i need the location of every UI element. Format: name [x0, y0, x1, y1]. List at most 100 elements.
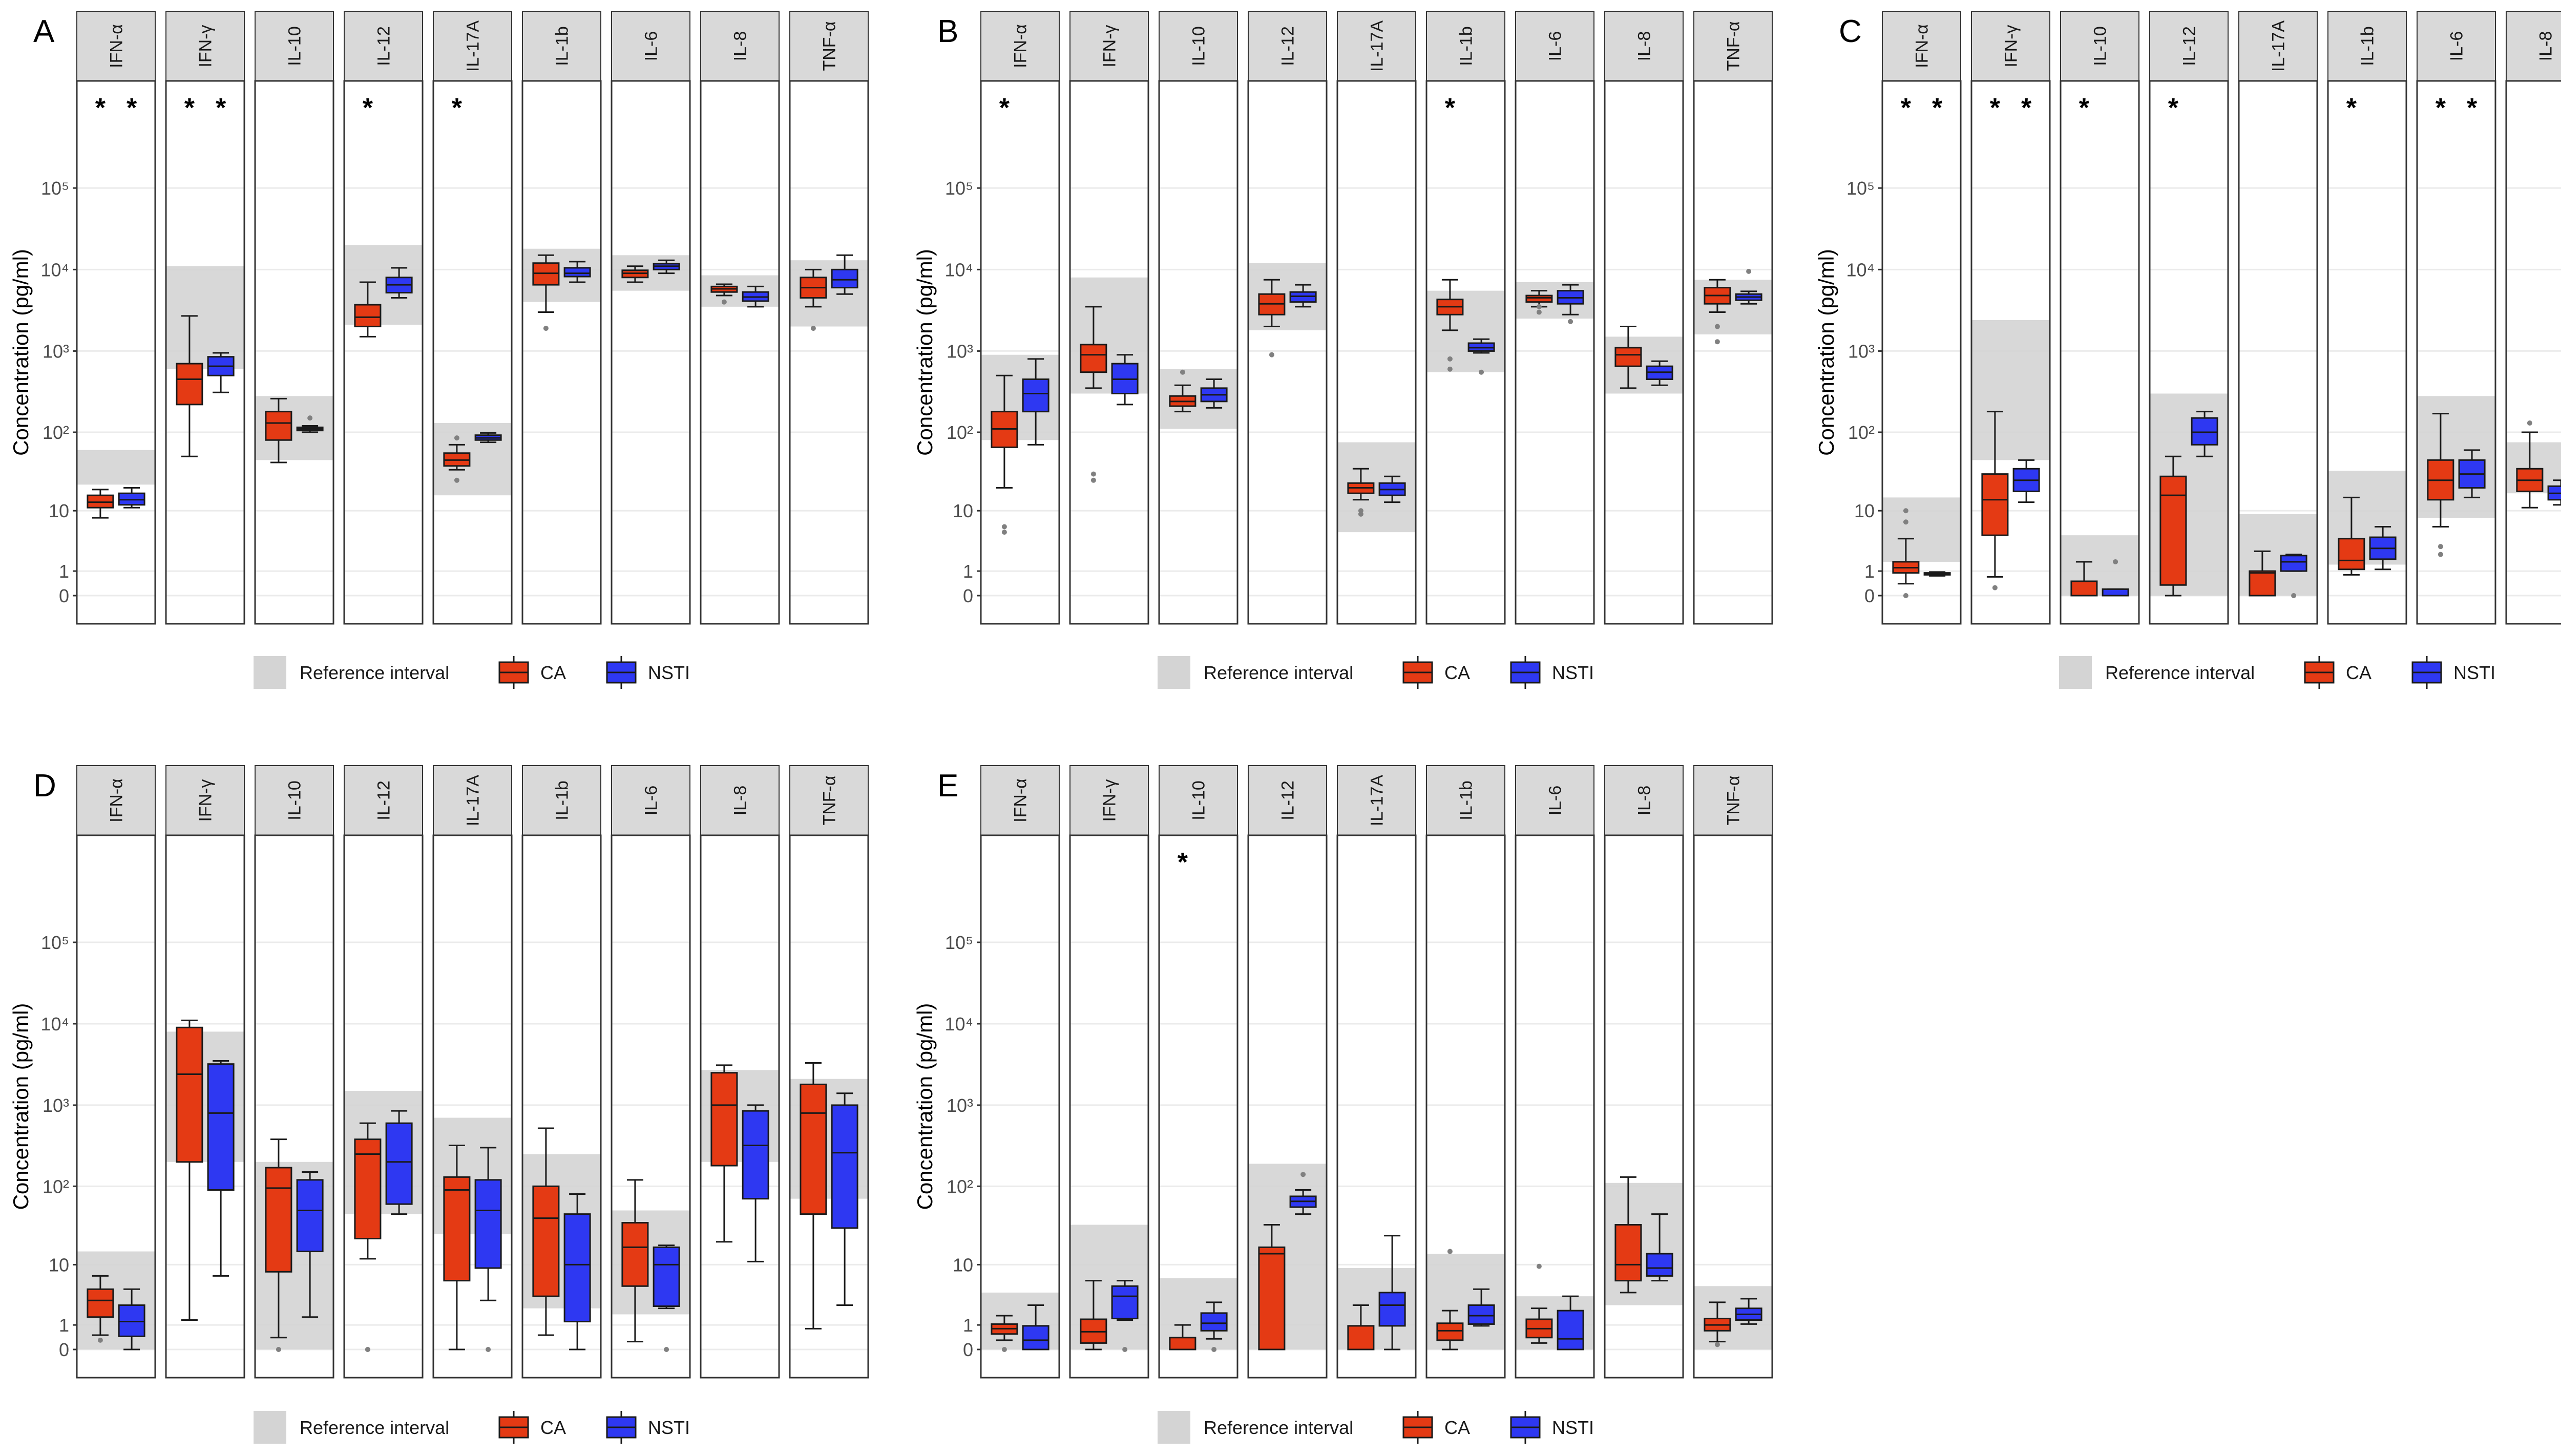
facet-il-17a: IL-17A [1336, 765, 1417, 1379]
facet-ifn-α: IFN-α * * [1881, 11, 1962, 625]
facet-strip [1971, 11, 2050, 81]
reference-interval-band [1882, 497, 1961, 562]
facet-label: IL-8 [731, 786, 750, 816]
legend-reference-swatch [1158, 1411, 1190, 1444]
facet-border [2060, 80, 2140, 625]
facet-border [700, 80, 780, 625]
facet-background [1248, 81, 1327, 624]
facet-border [1247, 834, 1328, 1379]
facet-label: IL-12 [1278, 780, 1298, 820]
facet-border [165, 80, 245, 625]
facet-border [1158, 834, 1238, 1379]
panel-c: C Concentration (pg/ml) 0 1 10 10² 10³ 10⁴ 10⁵ IF… [1814, 11, 2561, 689]
ca-box [1614, 1223, 1642, 1282]
ca-box [1258, 1246, 1286, 1351]
facet-border [980, 834, 1060, 1379]
nsti-outlier [1746, 268, 1752, 274]
ca-outlier [1536, 309, 1542, 315]
ca-outlier [721, 299, 727, 305]
y-tick-label: 10 [49, 1254, 69, 1275]
facet-il-10: IL-10 [254, 11, 334, 625]
facet-strip [1426, 765, 1505, 836]
facet-border [1693, 80, 1773, 625]
reference-interval-band [1971, 320, 2050, 460]
facet-border [343, 834, 424, 1379]
facet-label: IFN-α [107, 778, 127, 822]
ca-box [354, 304, 382, 328]
panel-letter: D [33, 768, 56, 804]
facet-ifn-γ: IFN-γ [1069, 11, 1149, 625]
panel-letter: A [33, 14, 55, 49]
facet-il-8: IL-8 [700, 765, 780, 1379]
facet-label: IL-8 [2536, 31, 2556, 61]
ca-box [2159, 475, 2187, 586]
facet-strip [2149, 11, 2229, 81]
facet-il-12: IL-12 * [343, 11, 424, 625]
ca-outlier [1714, 1342, 1720, 1347]
facet-background [2506, 81, 2561, 624]
y-tick-label: 1 [59, 1315, 69, 1336]
facet-label: TNF-α [820, 775, 839, 825]
facet-strip [522, 11, 601, 81]
facet-strip [2417, 11, 2496, 81]
significance-star: * [1901, 93, 1912, 123]
ca-outlier [1536, 1263, 1542, 1269]
ca-outlier [1714, 339, 1720, 345]
facet-border [1247, 80, 1328, 625]
facet-background [1516, 835, 1594, 1378]
facet-label: IFN-γ [1100, 25, 1120, 67]
ca-outlier [365, 1347, 370, 1352]
nsti-outlier [1122, 1347, 1128, 1352]
legend-reference-label: Reference interval [1204, 1417, 1353, 1438]
facet-background [255, 81, 333, 624]
panel-letter: C [1839, 14, 1862, 49]
facet-strip [2327, 11, 2407, 81]
y-tick-label: 10⁵ [945, 178, 973, 199]
facet-strip [1426, 11, 1505, 81]
ca-box [2070, 580, 2098, 597]
ca-outlier [2438, 544, 2443, 550]
y-tick-label: 10⁴ [1846, 259, 1875, 280]
ca-outlier [1001, 1347, 1007, 1352]
facet-border [1604, 80, 1684, 625]
facet-border [254, 80, 334, 625]
y-tick-label: 1 [59, 561, 69, 582]
facet-background [77, 81, 155, 624]
facet-border [789, 834, 869, 1379]
facet-border [1881, 80, 1962, 625]
legend-reference-swatch [254, 656, 286, 689]
facet-label: IFN-γ [2002, 25, 2021, 67]
facet-ifn-γ: IFN-γ [165, 765, 245, 1379]
nsti-box [653, 1246, 680, 1307]
nsti-box [1646, 1253, 1673, 1277]
facet-il-8: IL-8 [2505, 11, 2561, 625]
facet-label: IL-12 [2180, 26, 2199, 66]
facet-strip [1604, 11, 1684, 81]
facet-label: IL-17A [1368, 20, 1387, 72]
facet-border [1693, 834, 1773, 1379]
facet-background [1516, 81, 1594, 624]
ca-box [443, 1176, 471, 1282]
legend-ca-label: CA [1444, 1417, 1470, 1438]
y-tick-label: 10³ [1848, 341, 1875, 362]
nsti-box [1467, 1304, 1495, 1325]
nsti-box [563, 1213, 591, 1323]
facet-il-17a: IL-17A [432, 765, 513, 1379]
y-tick-label: 10² [43, 1176, 69, 1197]
facet-label: IFN-γ [196, 25, 216, 67]
significance-star: * [95, 93, 106, 123]
nsti-box [742, 1110, 769, 1200]
facet-ifn-α: IFN-α * * [76, 11, 156, 625]
ca-outlier [1001, 524, 1007, 530]
y-tick-label: 10³ [947, 1095, 973, 1116]
legend-nsti-label: NSTI [1552, 662, 1594, 683]
facet-strip [1069, 765, 1149, 836]
facet-border [789, 80, 869, 625]
facet-strip [789, 765, 869, 836]
facet-label: IL-6 [642, 786, 661, 816]
nsti-box [2280, 555, 2307, 572]
legend-ca-label: CA [540, 662, 566, 683]
nsti-box [563, 267, 591, 278]
ca-box [87, 1288, 114, 1318]
